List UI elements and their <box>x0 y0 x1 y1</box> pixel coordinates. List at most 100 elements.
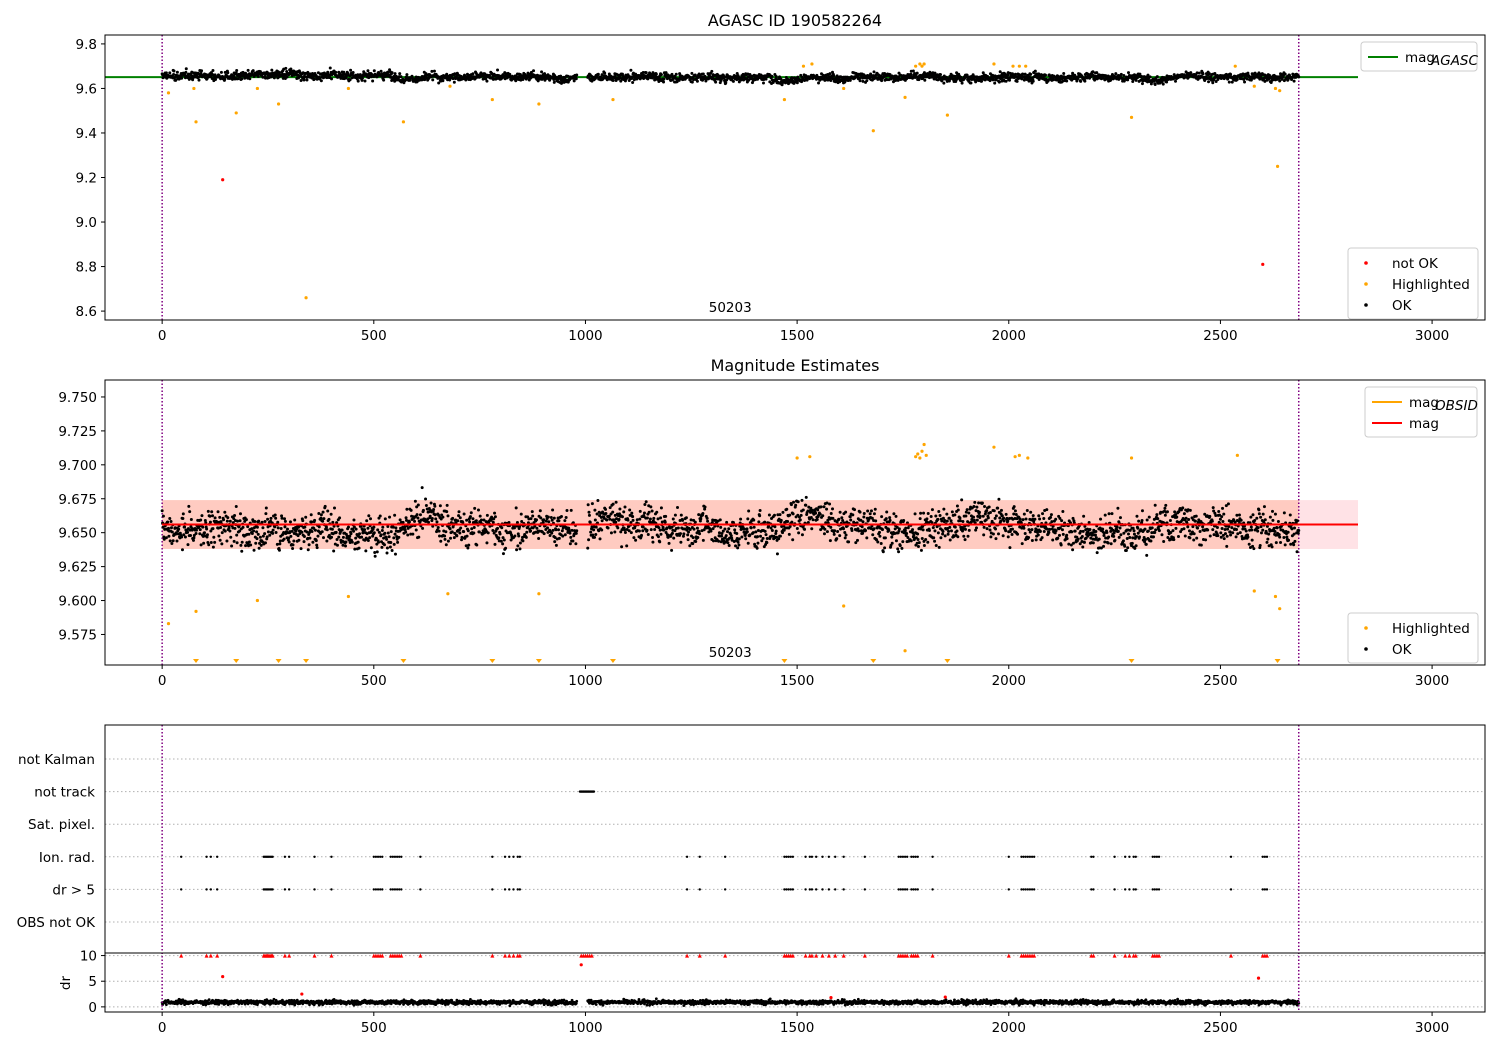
ok-point <box>283 525 287 529</box>
ok-point <box>406 533 410 537</box>
ok-point <box>284 66 288 70</box>
ok-point <box>302 535 306 539</box>
ok-point <box>756 529 760 533</box>
ok-point <box>1060 519 1064 523</box>
ok-point <box>330 77 334 81</box>
ok-point <box>312 77 316 81</box>
ok-point <box>739 517 743 521</box>
ok-point <box>825 530 829 534</box>
ok-point <box>366 526 370 530</box>
ok-point <box>586 546 590 550</box>
highlighted-point <box>918 62 922 66</box>
ok-point <box>890 535 894 539</box>
ok-point <box>381 525 385 529</box>
ok-point <box>466 529 470 533</box>
ok-point <box>988 528 992 532</box>
ok-point <box>611 502 615 506</box>
ok-point <box>988 510 992 514</box>
ok-point <box>553 540 557 544</box>
ok-point <box>964 514 968 518</box>
ok-point <box>344 540 348 544</box>
ok-point <box>433 504 437 508</box>
ok-point <box>305 530 309 534</box>
ok-point <box>626 518 630 522</box>
ok-point <box>791 512 795 516</box>
ok-point <box>923 78 927 82</box>
ok-point <box>435 520 439 524</box>
ok-point <box>855 538 859 542</box>
ok-point <box>978 514 982 518</box>
ok-point <box>1003 72 1007 76</box>
highlighted-point <box>945 113 949 117</box>
ok-point <box>943 534 947 538</box>
ok-point <box>513 534 517 538</box>
ok-point <box>413 519 417 523</box>
ok-point <box>346 525 350 529</box>
ok-point <box>388 545 392 549</box>
ok-point <box>930 508 934 512</box>
ok-point <box>816 508 820 512</box>
ok-point <box>761 536 765 540</box>
ok-point <box>1199 74 1203 78</box>
ok-point <box>411 532 415 536</box>
ok-point <box>850 528 854 532</box>
ok-point <box>817 81 821 85</box>
ok-point <box>508 72 512 76</box>
ok-point <box>831 516 835 520</box>
ok-point <box>829 525 833 529</box>
ok-point <box>805 78 809 82</box>
ok-point <box>902 518 906 522</box>
ok-point <box>717 539 721 543</box>
ok-point <box>235 533 239 537</box>
ok-point <box>408 78 412 82</box>
ok-point <box>640 533 644 537</box>
ok-point <box>548 534 552 538</box>
ok-point <box>737 543 741 547</box>
ok-point <box>377 530 381 534</box>
ok-point <box>1227 80 1231 84</box>
ok-point <box>391 525 395 529</box>
ok-point <box>232 539 236 543</box>
ok-point <box>938 513 942 517</box>
ok-point <box>1184 70 1188 74</box>
ok-point <box>804 503 808 507</box>
ok-point <box>936 531 940 535</box>
agasc-panel-title: AGASC ID 190582264 <box>708 11 882 30</box>
ok-point <box>795 527 799 531</box>
ok-point <box>485 541 489 545</box>
ok-point <box>1038 529 1042 533</box>
ok-point <box>205 533 209 537</box>
x-tick-label: 2000 <box>992 328 1026 344</box>
ok-point <box>382 78 386 82</box>
ok-point <box>327 517 331 521</box>
ok-point <box>693 520 697 524</box>
highlighted-point <box>903 95 907 99</box>
ok-point <box>169 526 173 530</box>
ok-point <box>786 519 790 523</box>
ok-point <box>321 536 325 540</box>
ok-point <box>1018 517 1022 521</box>
ok-point <box>779 518 783 522</box>
ok-point <box>780 83 784 87</box>
ok-point <box>965 508 969 512</box>
ok-point <box>631 518 635 522</box>
ok-point <box>1211 81 1215 85</box>
ok-point <box>456 519 460 523</box>
ok-point <box>906 526 910 530</box>
ok-point <box>301 519 305 523</box>
ok-point <box>390 71 394 75</box>
ok-point <box>278 539 282 543</box>
ok-point <box>872 70 876 74</box>
ok-point <box>958 519 962 523</box>
ok-point <box>319 79 323 83</box>
ok-point <box>974 526 978 530</box>
ok-point <box>307 543 311 547</box>
ok-point <box>364 549 368 553</box>
ok-point <box>828 72 832 76</box>
ok-point <box>973 500 977 504</box>
ok-point <box>727 527 731 531</box>
ok-point <box>416 516 420 520</box>
ok-point <box>172 73 176 77</box>
ok-point <box>740 535 744 539</box>
ok-point <box>444 530 448 534</box>
